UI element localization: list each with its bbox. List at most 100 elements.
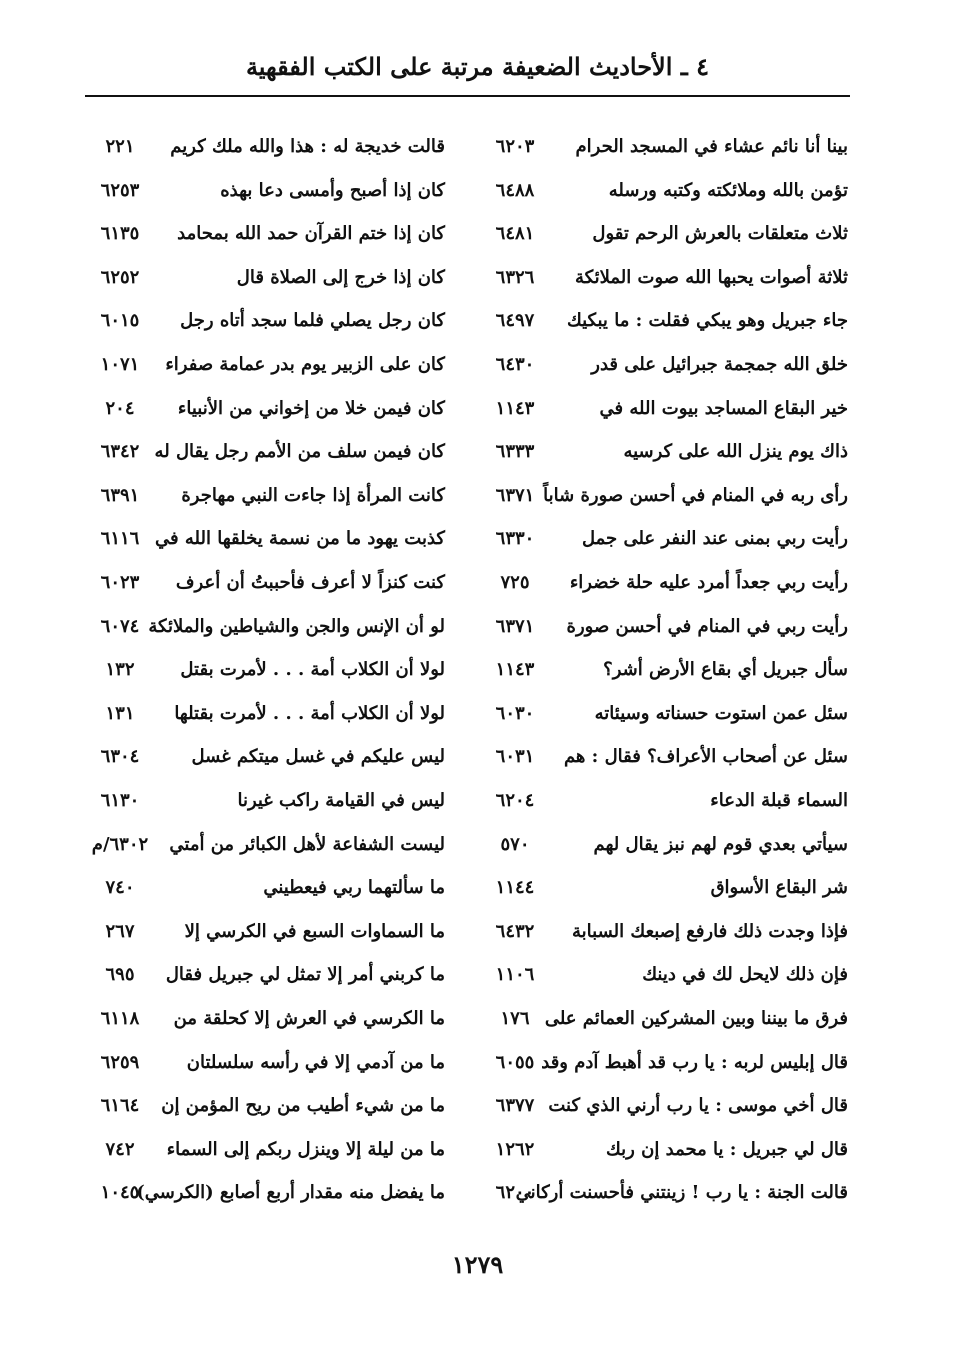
entry-ref: ٧٤٢ [105, 1138, 135, 1160]
entry-text: كان إذا خرج إلى الصلاة قال [236, 266, 445, 288]
entry-ref: ٦٣٠٤ [100, 746, 140, 768]
entry-text: قالت الجنة : يا رب ! زينتني فأحسنت أركان… [515, 1182, 848, 1204]
entry-ref: ٦٠٢٣ [100, 572, 140, 593]
entry-ref: ١٠٧١ [100, 354, 140, 375]
entry-text: فإن ذلك لايحل لك في دينك [642, 964, 848, 986]
entry-ref: ١٠٤٥ [100, 1182, 140, 1204]
entry-text: فرق ما بيننا وبين المشركين العمائم على [544, 1008, 848, 1029]
entry-text: قال إبليس لربه : يا رب قد أهبط آدم وقد [541, 1051, 848, 1073]
entry-text: بينا أنا نائم عشاء في المسجد الحرام [575, 136, 849, 157]
entry-ref: ٧٤٠ [105, 877, 135, 899]
entry-ref: ٦٣٠٢/م [91, 833, 149, 855]
header-title: ٤ ـ الأحاديث الضعيفة مرتبة على الكتب الف… [245, 52, 710, 81]
entry-text: ما السماوات السبع في الكرسي إلا [184, 920, 445, 942]
entry-text: جاء جبريل وهو يبكي فقلت : ما يبكيك [566, 310, 848, 332]
entry-text: تؤمن بالله وملائكته وكتبه ورسله [608, 179, 848, 201]
entry-text: سأل جبريل أي بقاع الأرض أشر؟ [603, 659, 848, 681]
entry-text: ما من شيء أطيب من ريح المؤمن إن [161, 1095, 445, 1117]
entry-text: لولا أن الكلاب أمة . . . لأمرت بقتلها [174, 702, 445, 724]
header-rule [85, 95, 850, 97]
entry-text: كان فيمن سلف من الأمم رجل يقال له [154, 441, 445, 463]
entry-ref: ٦١١٨ [100, 1008, 140, 1029]
entry-text: سئل عمن استوت حسناته وسيئاته [594, 702, 848, 724]
entry-ref: ٦٢٠٣ [495, 136, 535, 157]
entry-ref: ٦٠٣١ [495, 746, 535, 768]
entry-ref: ٦٤٩٧ [495, 310, 535, 332]
entry-ref: ٥٧٠ [500, 833, 530, 855]
entry-text: ليس عليكم في غسل ميتكم غسل [191, 746, 446, 768]
entry-ref: ٦٠١٥ [100, 310, 140, 332]
entry-ref: ١٧٦ [500, 1008, 530, 1029]
entry-text: كان إذا ختم القرآن حمد الله بمحامد [177, 223, 445, 245]
entry-text: سيأتي بعدي قوم لهم نبز يقال لهم [593, 833, 848, 855]
entry-text: خير البقاع المساجد بيوت الله في [599, 397, 848, 419]
entry-text: ما يفضل منه مقدار أربع أصابع (الكرسي) [136, 1182, 445, 1204]
entry-text: سئل عن أصحاب الأعراف؟ فقال : هم [563, 746, 848, 768]
entry-text: قالت خديجة له : هذا والله ملك كريم [170, 136, 445, 157]
entry-text: ذاك يوم ينزل الله على كرسيه [623, 441, 848, 463]
entry-text: ثلاث متعلقات بالعرش الرحم تقول [592, 223, 848, 245]
entry-ref: ٢٢١ [105, 136, 135, 157]
entry-text: قال أخي موسى : يا رب أرني الذي كنت [548, 1095, 848, 1117]
entry-text: ليس في القيامة راكب غيرنا [237, 790, 445, 811]
entry-text: شر البقاع الأسواق [710, 877, 848, 899]
entry-ref: ٦٤٣٠ [495, 354, 535, 375]
entry-ref: ٦٣٧١ [495, 484, 535, 506]
page-number: ١٢٧٩ [451, 1250, 504, 1279]
entry-text: رأيت ربي بمنى عند النفر على جمل [582, 528, 848, 550]
entry-text: كان فيمن خلا من إخواني من الأنبياء [177, 397, 445, 419]
entry-ref: ٦٢٥٢ [100, 266, 140, 288]
entry-ref: ٦٠٧٤ [100, 615, 140, 637]
entry-text: ليست الشفاعة لأهل الكبائر من أمتي [169, 833, 445, 855]
entry-ref: ٦٣٩١ [100, 484, 140, 506]
entry-text: رأيت ربي جعداً أمرد عليه حلة خضراء [569, 572, 848, 593]
entry-ref: ٦٢٥٩ [100, 1051, 140, 1073]
entry-text: قال لي جبريل : يا محمد إن ربك [606, 1138, 848, 1160]
entry-ref: ٢٠٤ [105, 397, 135, 419]
entry-ref: ٦٣٤٢ [100, 441, 140, 463]
entry-ref: ٦١٣٠ [100, 790, 140, 811]
entry-ref: ٦١١٦ [100, 528, 140, 550]
entry-ref: ٦٢٠٠ [495, 1182, 535, 1204]
entry-ref: ٦٣٣٣ [495, 441, 535, 463]
entry-text: كان رجل يصلي فلما سجد أتاه رجل [180, 310, 445, 332]
entry-ref: ٢٦٧ [105, 920, 135, 942]
entry-text: كانت المرأة إذا جاءت النبي مهاجرة [181, 484, 445, 506]
entry-text: ما كربني أمر إلا تمثل لي جبريل فقال [165, 964, 445, 986]
entry-ref: ١١٤٤ [495, 877, 535, 899]
entry-ref: ٦٢٠٤ [495, 790, 535, 811]
entry-ref: ١٣١ [105, 702, 135, 724]
entry-text: ما من ليلة إلا وينزل ربكم إلى السماء [166, 1138, 445, 1160]
entry-text: لو أن الإنس والجن والشياطين والملائكة [148, 615, 445, 637]
entry-text: فإذا وجدت ذلك فارفع إصبعك السبابة [572, 920, 848, 942]
entry-ref: ١١٤٣ [495, 397, 535, 419]
entry-text: رأى ربه في المنام في أحسن صورة شاباً [543, 484, 848, 506]
entry-ref: ١٣٢ [105, 659, 135, 681]
entry-ref: ٦٤٣٢ [495, 920, 535, 942]
entry-ref: ١٢٦٢ [495, 1138, 535, 1160]
entry-ref: ٦٠٣٠ [495, 702, 535, 724]
entry-ref: ٦٢٥٣ [100, 179, 140, 201]
entry-text: كان إذا أصبح وأمسى دعا بهذه [220, 179, 445, 201]
entry-ref: ٦٤٨١ [495, 223, 535, 245]
entry-text: ما الكرسي في العرش إلا كحلقة من [173, 1008, 445, 1029]
entry-ref: ٦٩٥ [105, 964, 135, 986]
entry-text: كذبت يهود ما من نسمة يخلقها الله في [155, 528, 445, 550]
entry-ref: ١١٤٣ [495, 659, 535, 681]
entry-text: رأيت ربي في المنام في أحسن صورة [566, 615, 848, 637]
entry-text: السماء قبلة الدعاء [710, 790, 848, 811]
entry-ref: ٦١٦٤ [100, 1095, 140, 1117]
entry-ref: ٦٣٣٠ [495, 528, 535, 550]
entry-text: ما سألتهما ربي فيعطيني [263, 877, 445, 899]
entry-text: كنت كنزاً لا أعرف فأحببتُ أن أعرف [175, 572, 445, 593]
entry-text: ما من آدمي إلا في رأسه سلسلتان [186, 1051, 445, 1073]
entry-ref: ٦٣٧١ [495, 615, 535, 637]
entry-ref: ٧٢٥ [500, 572, 530, 593]
entry-ref: ٦١٣٥ [100, 223, 140, 245]
entry-ref: ٦٣٢٦ [495, 266, 535, 288]
entry-text: خلق الله جمجمة جبرائيل على قدر [591, 354, 848, 375]
entry-text: ثلاثة أصوات يحبها الله صوت الملائكة [575, 266, 848, 288]
entry-text: كان على الزبير يوم بدر عمامة صفراء [165, 354, 445, 375]
entry-ref: ١١٠٦ [495, 964, 535, 986]
